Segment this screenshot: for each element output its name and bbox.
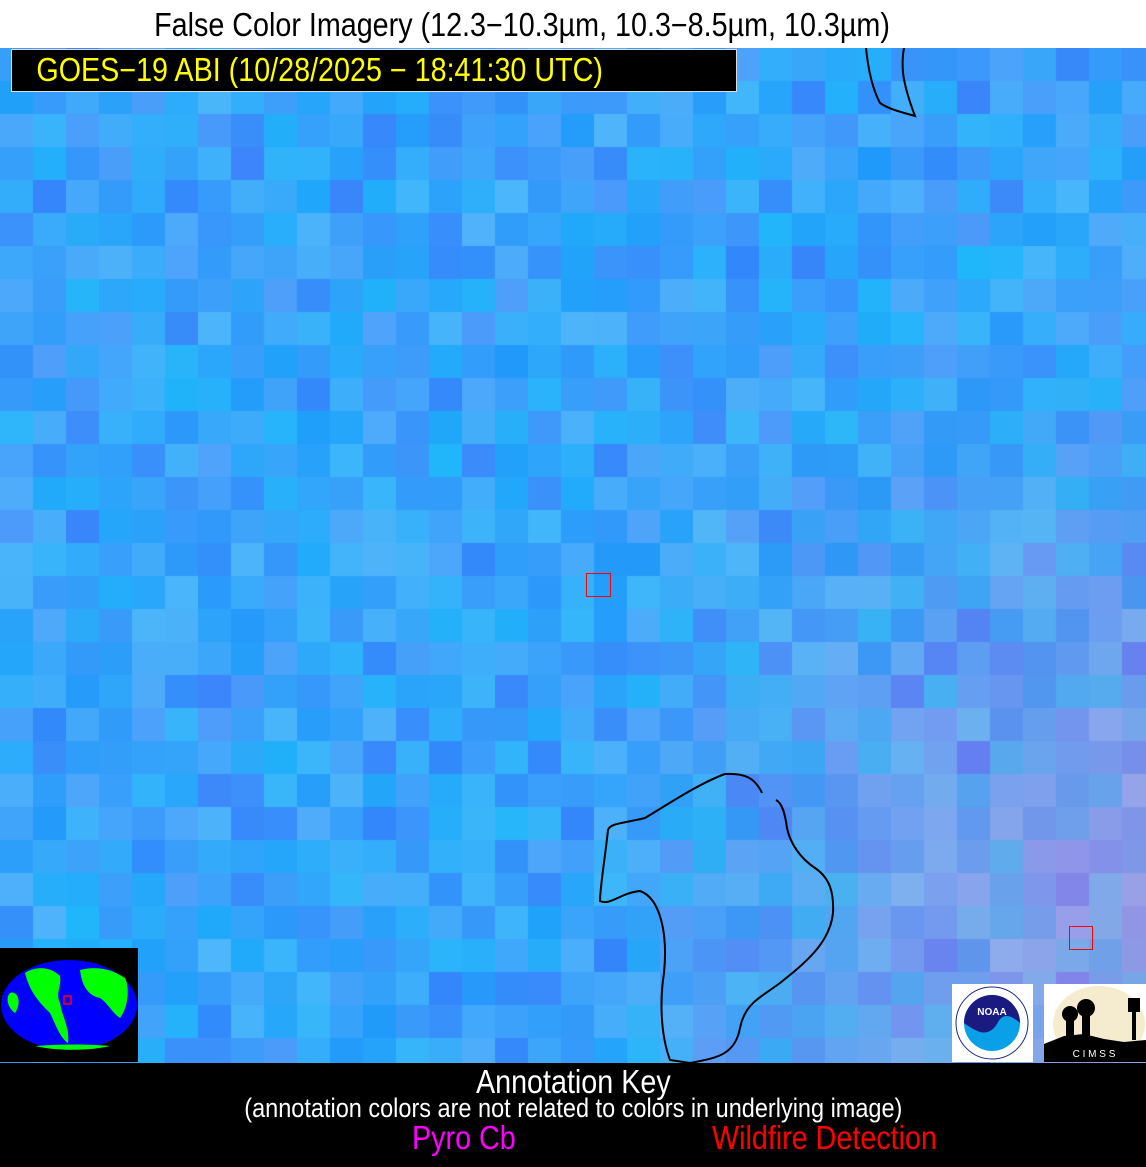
legend-pyro-cb: Pyro Cb xyxy=(412,1119,516,1156)
svg-text:C I M S S: C I M S S xyxy=(1073,1049,1116,1060)
legend-wildfire-detection: Wildfire Detection xyxy=(712,1119,937,1156)
annotation-key: Annotation Key (annotation colors are no… xyxy=(0,1063,1146,1167)
globe-locator-map xyxy=(0,948,138,1062)
globe-land xyxy=(7,968,128,1050)
image-title: False Color Imagery (12.3−10.3µm, 10.3−8… xyxy=(154,6,890,43)
cimss-logo: C I M S S xyxy=(1044,984,1146,1062)
satellite-time-label: GOES−19 ABI (10/28/2025 − 18:41:30 UTC) xyxy=(11,49,737,92)
wildfire-detection-marker xyxy=(586,573,611,597)
annotation-key-subtitle: (annotation colors are not related to co… xyxy=(244,1093,903,1123)
false-color-pixels xyxy=(0,48,1146,1063)
satellite-imagery xyxy=(0,48,1146,1063)
coastline-island xyxy=(598,772,835,1063)
svg-text:NOAA: NOAA xyxy=(977,1007,1006,1018)
coastlines xyxy=(598,48,917,1063)
coastline-north xyxy=(865,48,917,118)
annotation-key-title: Annotation Key xyxy=(475,1063,671,1100)
noaa-logo: NOAA xyxy=(952,984,1033,1062)
wildfire-detection-marker xyxy=(1069,926,1093,950)
globe-region-marker xyxy=(63,995,72,1005)
